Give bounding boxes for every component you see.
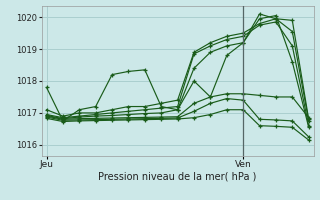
X-axis label: Pression niveau de la mer( hPa ): Pression niveau de la mer( hPa ): [99, 172, 257, 182]
